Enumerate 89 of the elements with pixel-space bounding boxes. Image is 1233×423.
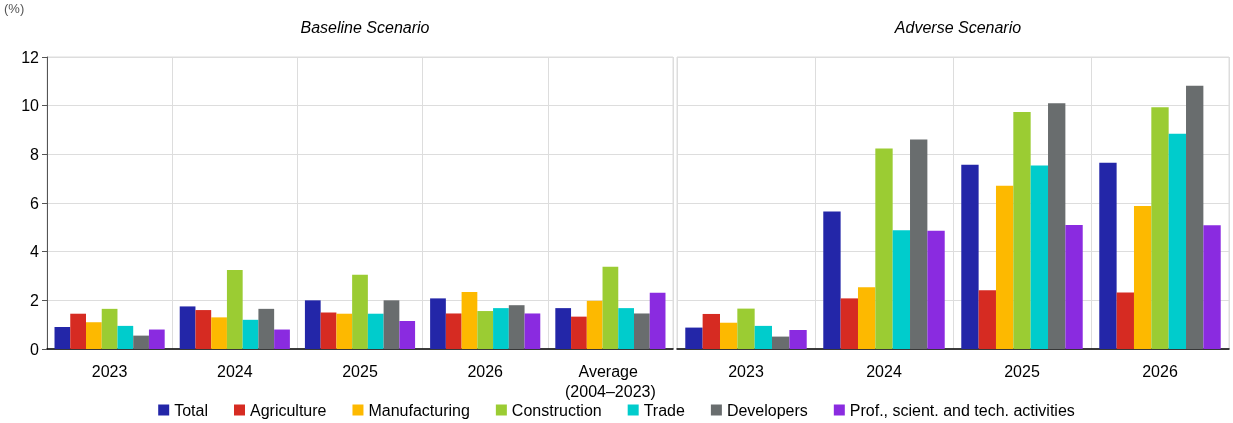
x-tick-label: 2024 [217, 362, 253, 380]
bar [304, 300, 321, 349]
bar [1065, 224, 1083, 349]
bar [875, 148, 893, 349]
y-tick-label: 10 [21, 97, 40, 115]
x-tick-label: 2023 [728, 362, 764, 380]
bar [1030, 165, 1049, 349]
bar [258, 308, 275, 349]
bar [85, 322, 102, 349]
bar [1203, 225, 1221, 349]
bar [789, 330, 807, 349]
bar [399, 321, 416, 349]
bar [927, 230, 945, 349]
bar [101, 308, 118, 349]
bar [524, 313, 541, 349]
bar [719, 322, 738, 349]
bar [840, 298, 858, 349]
bar [148, 329, 165, 349]
y-tick-label: 6 [30, 194, 40, 212]
bar [117, 325, 134, 349]
legend-label: Prof., scient. and tech. activities [849, 401, 1075, 419]
y-tick-label: 12 [21, 48, 40, 66]
bar [823, 211, 841, 349]
bar [978, 290, 996, 349]
bar [685, 327, 703, 349]
bar [367, 313, 384, 349]
x-tick-label: 2025 [1004, 362, 1040, 380]
bar [649, 292, 666, 349]
bar [445, 313, 462, 349]
legend-label: Agriculture [249, 401, 327, 419]
bar [179, 306, 196, 349]
bar [242, 319, 259, 349]
bar [430, 298, 446, 349]
chart-title: Adverse Scenario [893, 18, 1022, 36]
bar [910, 139, 928, 349]
bar [211, 317, 227, 349]
bar [555, 308, 572, 349]
bar [892, 230, 911, 349]
y-tick-label: 8 [30, 145, 40, 163]
bar [1099, 162, 1117, 349]
bar [336, 313, 353, 349]
bar [1151, 107, 1169, 349]
legend-label: Manufacturing [368, 401, 470, 419]
y-tick-label: 0 [30, 340, 40, 358]
x-tick-label: 2026 [467, 362, 504, 380]
bar [70, 313, 86, 349]
bar [1186, 85, 1204, 349]
bar [995, 185, 1014, 349]
x-tick-label: Average (2004–2023) [565, 362, 656, 400]
bar [702, 313, 720, 349]
legend-label: Developers [726, 401, 808, 419]
bar [961, 164, 979, 349]
bar [634, 313, 650, 349]
legend-label: Total [174, 401, 208, 419]
bar [226, 269, 243, 349]
y-tick-label: 4 [30, 243, 40, 261]
bar [1013, 111, 1031, 349]
bar [383, 300, 400, 349]
bar [477, 311, 494, 349]
x-tick-label: 2023 [91, 362, 128, 380]
bar [195, 310, 212, 349]
x-tick-label: 2024 [866, 362, 902, 380]
bar [586, 300, 603, 349]
bar [1168, 133, 1187, 349]
bar [508, 305, 525, 349]
bar [857, 287, 876, 349]
bar [320, 312, 337, 349]
bar [352, 274, 368, 349]
chart-title: Baseline Scenario [300, 18, 430, 36]
bar [133, 335, 149, 349]
x-tick-label: 2025 [342, 362, 378, 380]
bar [1048, 103, 1066, 349]
bar [274, 329, 290, 349]
bar [737, 308, 755, 349]
bar [618, 308, 635, 349]
x-tick-label: 2026 [1142, 362, 1178, 380]
bar [493, 308, 509, 349]
y-axis-title: (%) [4, 1, 25, 16]
legend-label: Construction [511, 401, 602, 419]
bar [1116, 292, 1134, 349]
bar [1133, 205, 1152, 349]
bar [754, 325, 773, 349]
bar [461, 292, 478, 349]
bar [602, 266, 619, 349]
bar [571, 316, 587, 349]
legend-label: Trade [643, 401, 685, 419]
bar [772, 336, 790, 349]
bar [54, 327, 71, 349]
y-tick-label: 2 [30, 291, 40, 309]
